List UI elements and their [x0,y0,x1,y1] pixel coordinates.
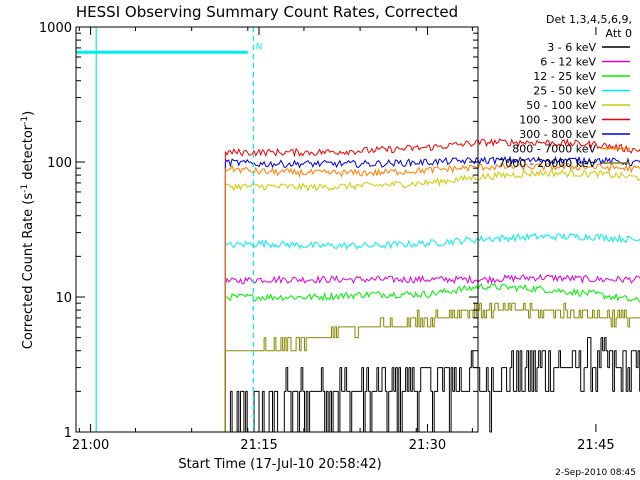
legend-label-7: 800 - 7000 keV [512,143,596,156]
y-axis-label-sup2: -1 [20,116,30,125]
legend-label-3: 25 - 50 keV [533,85,596,98]
x-tick-label-1: 21:15 [240,438,277,453]
y-tick-label-1: 10 [55,291,72,306]
series-line-2 [225,282,640,303]
series-line-6 [224,155,640,169]
series-line-7 [224,162,640,178]
y-axis-label-end: ) [21,111,36,116]
series-line-5 [224,138,640,158]
legend-label-4: 50 - 100 keV [526,99,596,112]
legend-label-0: 3 - 6 keV [547,41,596,54]
legend-label-1: 6 - 12 keV [540,56,596,69]
x-tick-label-3: 21:45 [577,438,614,453]
legend-header-2: Att 0 [606,27,632,40]
legend-header-1: Det 1,3,4,5,6,9, [546,13,632,26]
plot-frame [75,26,479,433]
series-line-4 [225,168,640,193]
series-line-1 [224,273,640,285]
legend-label-2: 12 - 25 keV [533,70,596,83]
series-line-8 [225,302,640,352]
chart-title: HESSI Observing Summary Count Rates, Cor… [76,3,458,21]
y-tick-label-0: 1 [64,426,72,441]
series-layer [224,138,640,433]
x-axis-label: Start Time (17-Jul-10 20:58:42) [178,457,381,472]
y-axis-label-main: Corrected Count Rate (s [21,193,36,350]
x-tick-label-2: 21:30 [409,438,446,453]
annotation-layer: NS [76,27,263,432]
y-axis-label-sup1: -1 [20,184,30,193]
legend-label-5: 100 - 300 keV [519,114,596,127]
legend-label-6: 300 - 800 keV [519,128,596,141]
series-line-0 [225,337,640,433]
y-axis-label: Corrected Count Rate (s-1 detector-1) [20,111,36,349]
series-line-3 [224,232,640,251]
y-tick-label-2: 100 [47,156,72,171]
y-tick-label-3: 1000 [39,21,72,36]
footer-date: 2-Sep-2010 08:45 [555,468,636,478]
axis-layer: 21:0021:1521:3021:4522:0022:1522:3011010… [39,21,615,453]
flag-label-3: N [256,43,263,53]
legend: Det 1,3,4,5,6,9, Att 0 3 - 6 keV 6 - 12 k… [498,13,632,170]
x-tick-label-0: 21:00 [72,438,109,453]
legend-label-8: 7000 - 20000 keV [498,157,596,170]
y-axis-label-mid: detector [21,124,36,184]
